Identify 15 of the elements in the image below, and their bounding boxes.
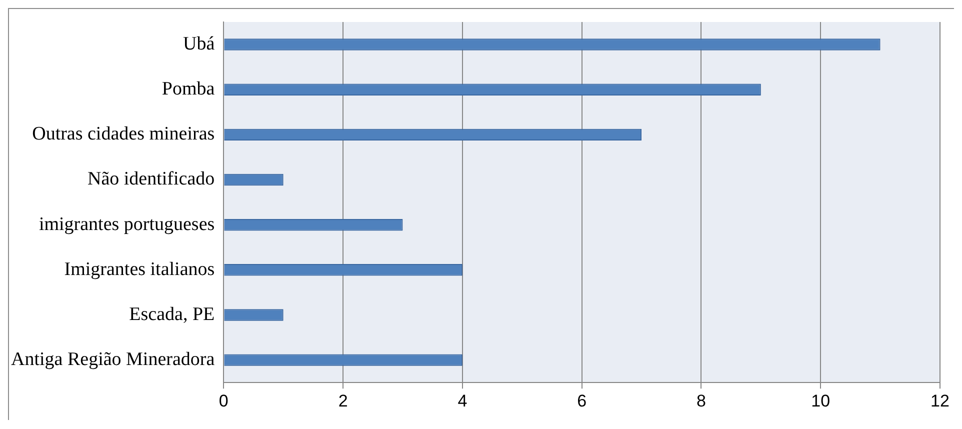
- y-tick-label: Não identificado: [88, 168, 215, 190]
- x-tick-label: 10: [811, 391, 830, 410]
- x-tick-label: 8: [696, 391, 706, 410]
- x-tick-label: 0: [218, 391, 228, 410]
- y-tick-label: Antiga Região Mineradora: [11, 349, 216, 370]
- y-tick-label: Escada, PE: [129, 304, 215, 325]
- x-tick-label: 4: [458, 391, 468, 410]
- y-tick-label: imigrantes portugueses: [38, 214, 215, 235]
- x-tick-label: 6: [577, 391, 587, 410]
- y-tick-label: Ubá: [183, 34, 216, 55]
- y-tick-label: Outras cidades mineiras: [32, 124, 215, 145]
- x-tick-label: 2: [338, 391, 348, 410]
- y-tick-label: Pomba: [162, 78, 216, 100]
- x-tick-label: 12: [930, 391, 950, 410]
- y-tick-label: Imigrantes italianos: [64, 258, 215, 280]
